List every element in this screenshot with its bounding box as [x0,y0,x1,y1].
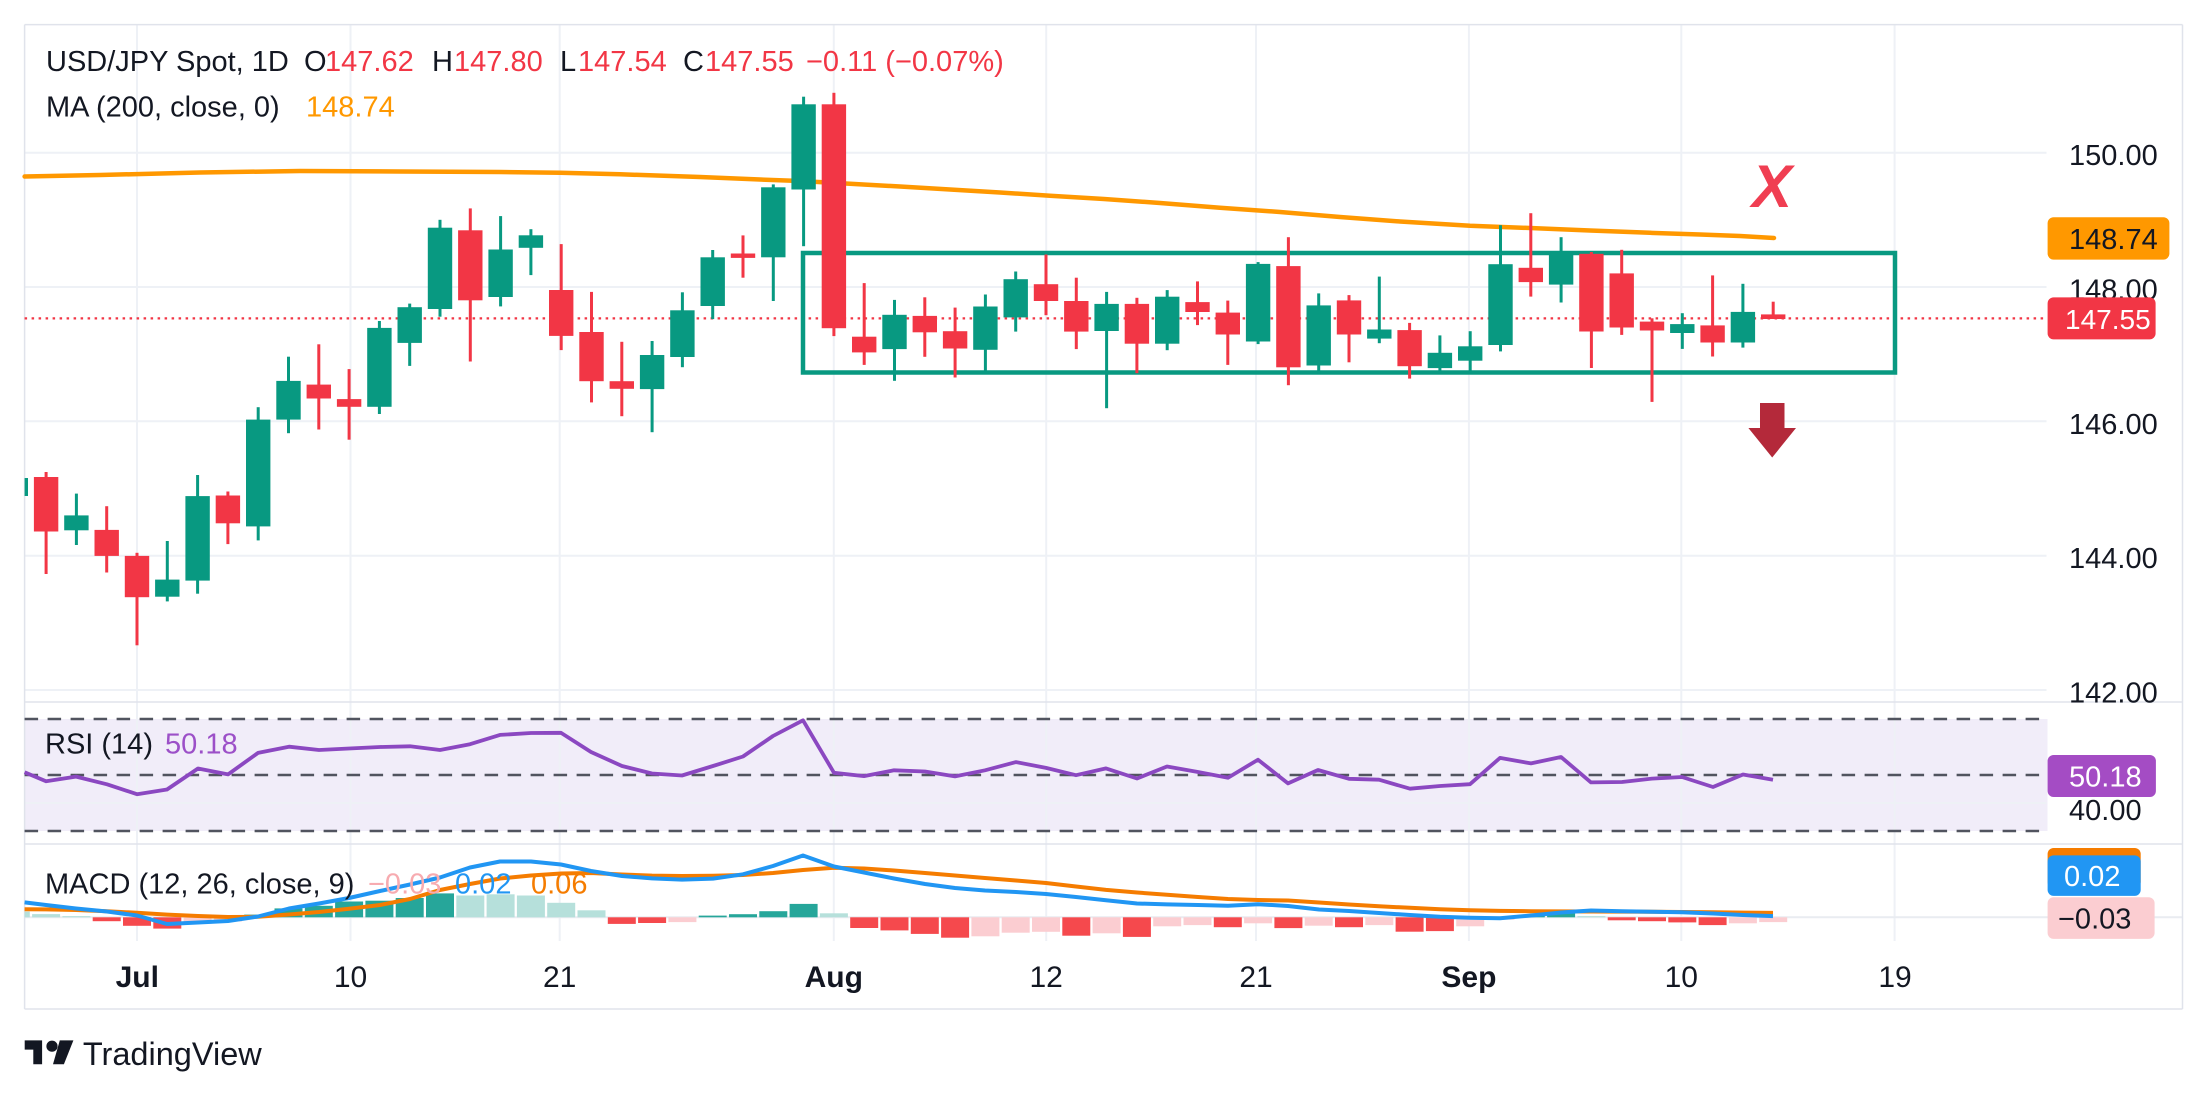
svg-text:TradingView: TradingView [83,1036,262,1072]
svg-text:MA (200, close, 0): MA (200, close, 0) [46,92,280,124]
svg-text:144.00: 144.00 [2069,543,2158,575]
svg-text:21: 21 [1239,961,1272,994]
svg-text:C: C [683,46,704,78]
svg-text:−0.11 (−0.07%): −0.11 (−0.07%) [806,46,1004,78]
svg-text:0.02: 0.02 [2064,861,2120,893]
svg-text:0.02: 0.02 [455,868,511,900]
svg-text:19: 19 [1878,961,1911,994]
svg-text:MACD (12, 26, close, 9): MACD (12, 26, close, 9) [45,868,354,900]
svg-text:50.18: 50.18 [2069,762,2142,794]
svg-text:50.18: 50.18 [165,729,238,761]
svg-text:148.74: 148.74 [2069,224,2158,256]
svg-text:L: L [560,46,576,78]
svg-text:0.06: 0.06 [531,868,587,900]
svg-text:H: H [432,46,453,78]
svg-text:21: 21 [543,961,576,994]
svg-text:Sep: Sep [1441,961,1496,994]
svg-text:USD/JPY Spot, 1D: USD/JPY Spot, 1D [46,46,289,78]
svg-text:Aug: Aug [805,961,863,994]
svg-text:147.55: 147.55 [705,46,794,78]
svg-text:148.74: 148.74 [306,92,395,124]
svg-text:O: O [304,46,327,78]
svg-text:Jul: Jul [116,961,159,994]
svg-text:146.00: 146.00 [2069,409,2158,441]
svg-text:−0.03: −0.03 [2058,904,2131,936]
svg-text:147.55: 147.55 [2065,304,2151,335]
svg-text:40.00: 40.00 [2069,795,2142,827]
svg-text:12: 12 [1030,961,1063,994]
svg-text:147.62: 147.62 [325,46,414,78]
svg-text:RSI (14): RSI (14) [45,729,153,761]
svg-text:−0.03: −0.03 [368,868,441,900]
svg-text:142.00: 142.00 [2069,678,2158,710]
svg-text:150.00: 150.00 [2069,140,2158,172]
svg-text:147.80: 147.80 [454,46,543,78]
svg-text:X: X [1749,153,1796,220]
svg-text:10: 10 [334,961,367,994]
svg-text:147.54: 147.54 [578,46,667,78]
svg-text:10: 10 [1665,961,1698,994]
